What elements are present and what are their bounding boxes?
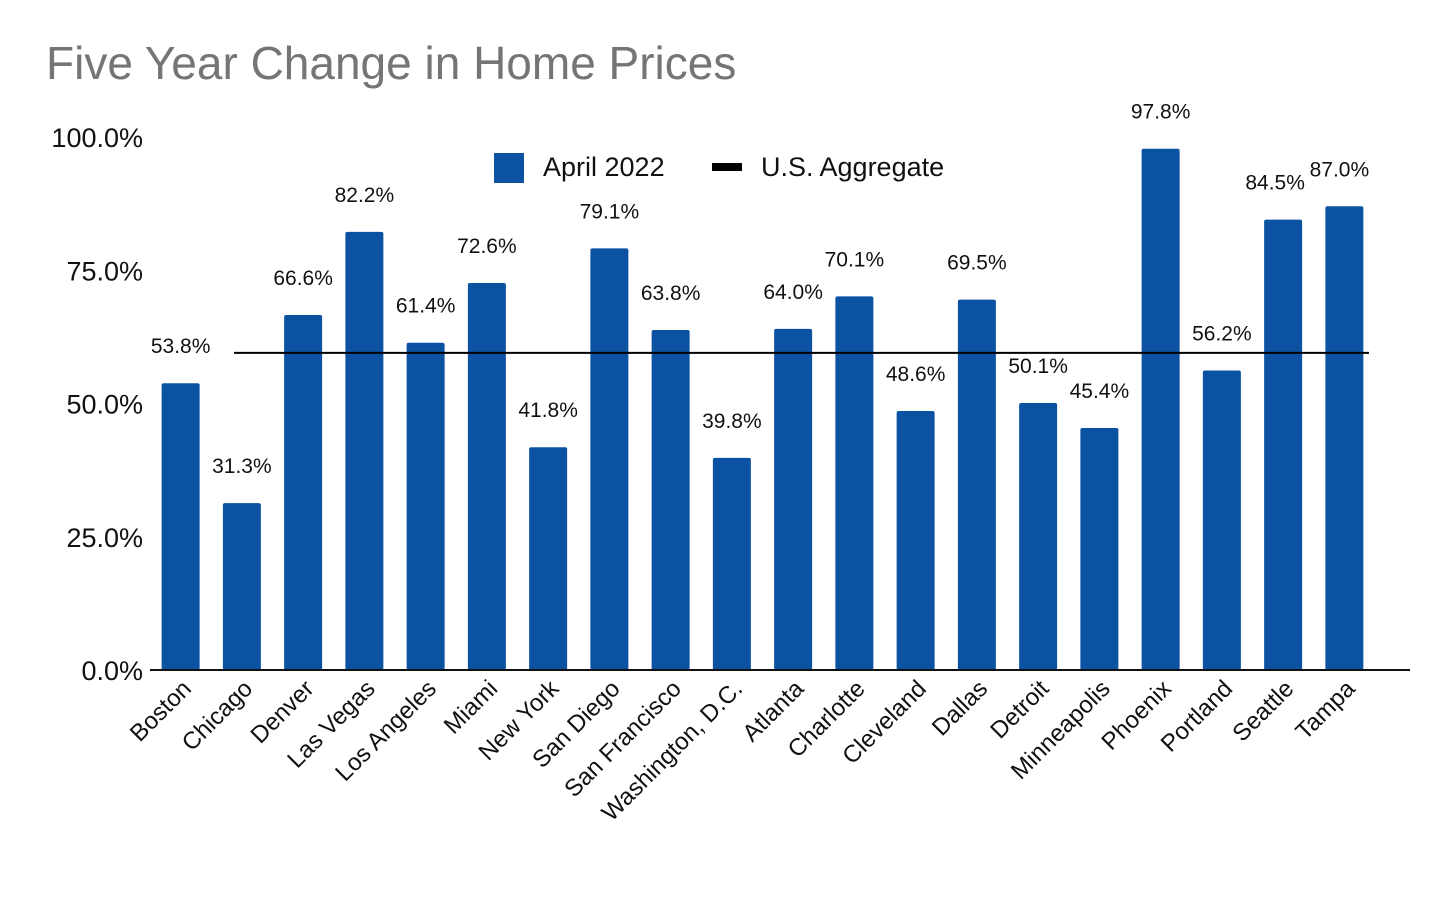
data-label-boston: 53.8%	[151, 335, 211, 358]
data-label-las-vegas: 82.2%	[335, 184, 395, 207]
legend-label-us-aggregate: U.S. Aggregate	[761, 152, 944, 182]
bar-los-angeles	[406, 342, 445, 670]
bar-san-francisco	[651, 329, 690, 670]
bar-new-york	[529, 447, 568, 670]
legend-swatch-us-aggregate	[712, 163, 742, 171]
legend-label-april-2022: April 2022	[543, 152, 665, 182]
chart-title: Five Year Change in Home Prices	[46, 37, 737, 89]
legend: April 2022 U.S. Aggregate	[494, 152, 944, 183]
legend-swatch-april-2022	[494, 153, 524, 183]
data-label-dallas: 69.5%	[947, 252, 1007, 275]
bar-boston	[161, 383, 200, 670]
y-tick-label: 75.0%	[66, 256, 143, 286]
data-labels: 53.8% 31.3% 66.6% 82.2% 61.4% 72.6% 41.8% 79.1%…	[151, 101, 1369, 478]
bar-miami	[467, 283, 506, 670]
data-label-seattle: 84.5%	[1245, 172, 1305, 195]
bar-tampa	[1325, 206, 1364, 671]
bar-denver	[284, 315, 323, 670]
data-label-tampa: 87.0%	[1310, 158, 1370, 181]
bar-charlotte	[835, 296, 874, 670]
x-tick-label-dallas: Dallas	[927, 675, 993, 741]
x-tick-label-tampa: Tampa	[1291, 675, 1361, 745]
bar-san-diego	[590, 248, 629, 670]
data-label-detroit: 50.1%	[1008, 355, 1068, 378]
bar-las-vegas	[345, 231, 384, 670]
data-label-minneapolis: 45.4%	[1070, 380, 1130, 403]
data-label-portland: 56.2%	[1192, 322, 1252, 345]
y-tick-label: 0.0%	[81, 656, 143, 686]
bar-detroit	[1019, 402, 1058, 670]
bar-portland	[1202, 370, 1241, 670]
y-tick-label: 25.0%	[66, 523, 143, 553]
bar-chicago	[222, 503, 261, 670]
data-label-cleveland: 48.6%	[886, 363, 946, 386]
data-label-atlanta: 64.0%	[763, 281, 823, 304]
data-label-los-angeles: 61.4%	[396, 295, 456, 318]
data-label-miami: 72.6%	[457, 235, 517, 258]
data-label-chicago: 31.3%	[212, 455, 272, 478]
bar-minneapolis	[1080, 428, 1119, 670]
y-tick-label: 50.0%	[66, 390, 143, 420]
data-label-washington-d-c: 39.8%	[702, 410, 762, 433]
y-axis: 0.0% 25.0% 50.0% 75.0% 100.0%	[51, 123, 143, 686]
data-label-phoenix: 97.8%	[1131, 101, 1191, 124]
data-label-new-york: 41.8%	[518, 399, 578, 422]
y-tick-label: 100.0%	[51, 123, 143, 153]
bar-series	[161, 148, 1364, 671]
bar-cleveland	[896, 410, 935, 670]
x-tick-label-seattle: Seattle	[1227, 675, 1299, 747]
bar-atlanta	[774, 328, 813, 670]
data-label-san-diego: 79.1%	[580, 200, 640, 223]
bar-phoenix	[1141, 148, 1180, 670]
data-label-denver: 66.6%	[273, 267, 333, 290]
bar-dallas	[957, 299, 996, 670]
data-label-charlotte: 70.1%	[825, 248, 885, 271]
data-label-san-francisco: 63.8%	[641, 282, 701, 305]
bar-seattle	[1264, 219, 1303, 671]
bar-washington-d-c	[712, 457, 751, 670]
